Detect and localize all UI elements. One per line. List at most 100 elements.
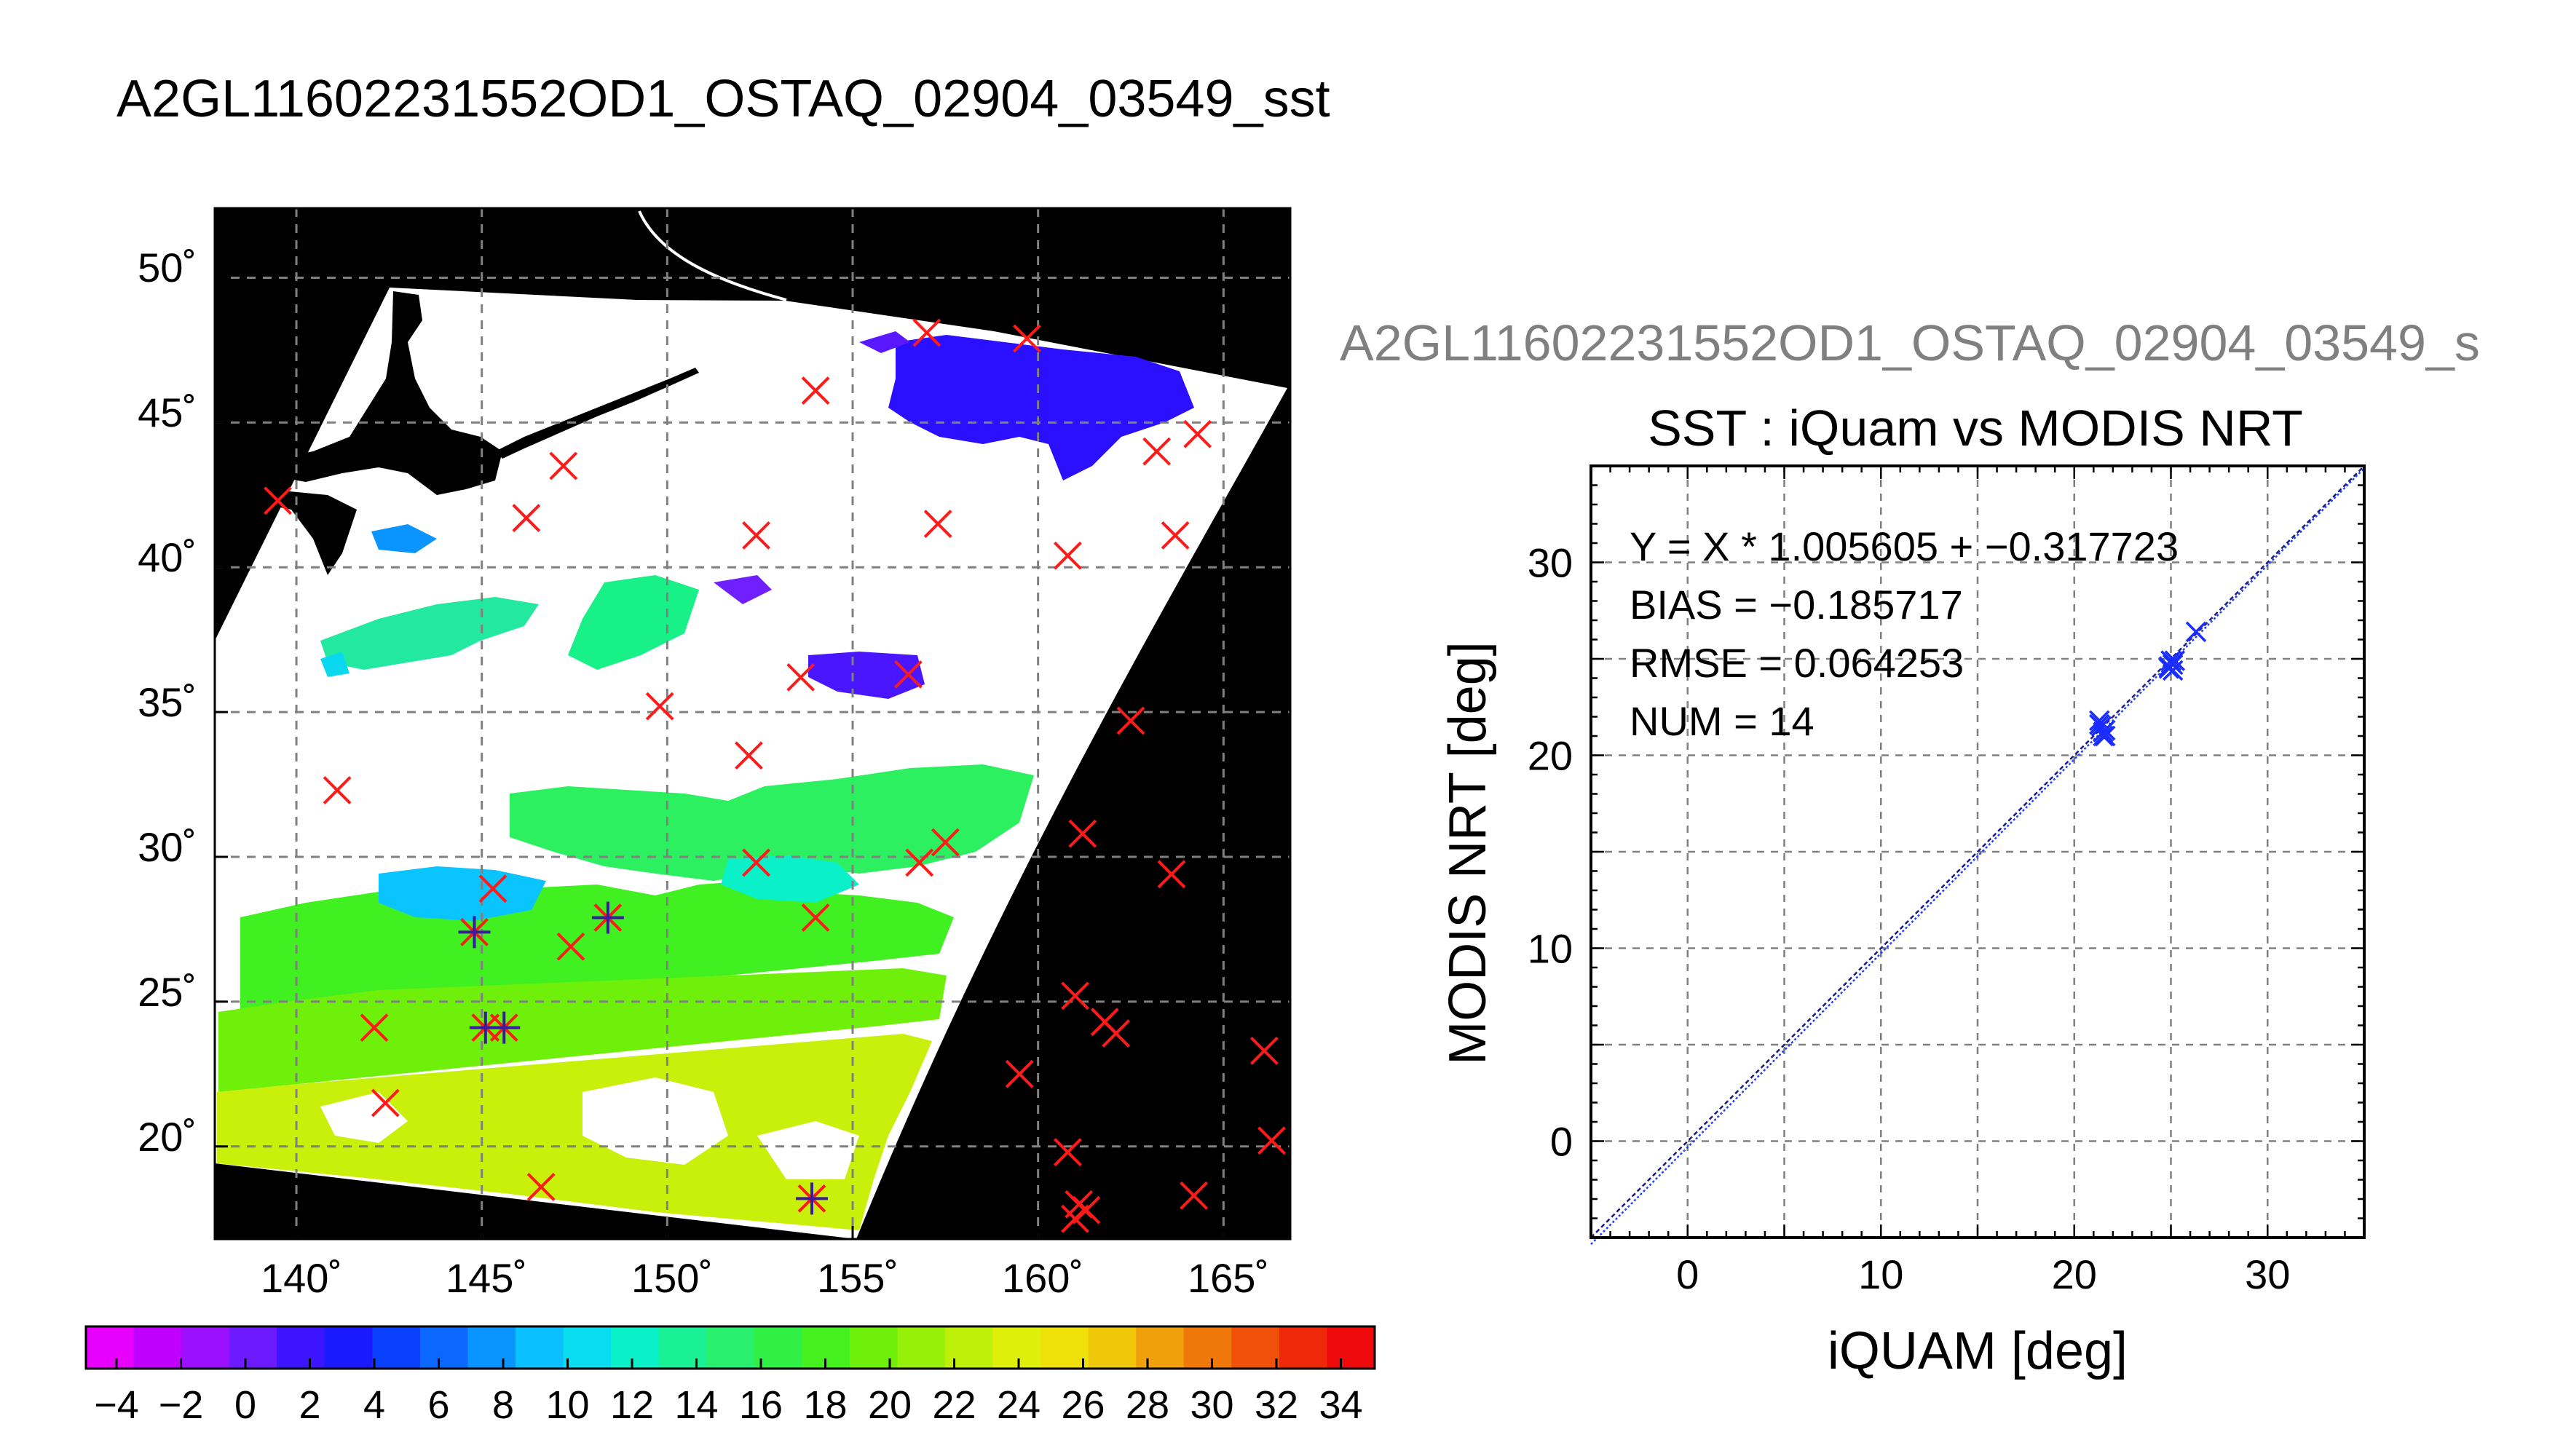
buoy-marker	[360, 1013, 389, 1042]
matchup-marker	[458, 916, 491, 949]
buoy-marker	[1102, 1019, 1131, 1048]
colorbar-label: 34	[1319, 1383, 1362, 1427]
y-tick-label: 20	[1528, 733, 1573, 779]
sst-patch	[371, 524, 437, 553]
sst-patch	[888, 335, 1194, 480]
colorbar-label: 0	[234, 1383, 256, 1427]
buoy-marker	[1249, 1037, 1279, 1065]
map-markers	[264, 318, 1286, 1233]
lon-label: 160˚	[1002, 1255, 1083, 1301]
buoy-marker	[801, 376, 830, 405]
scatter-x-tick-labels: 0 10 20 30	[1676, 1251, 2290, 1297]
map-frame	[213, 207, 1292, 1241]
buoy-marker	[556, 932, 585, 961]
stats-regression: Y = X * 1.005605 + −0.317723	[1630, 523, 2179, 569]
scatter-title: SST : iQuam vs MODIS NRT	[1648, 400, 2303, 456]
matchup-marker	[795, 1182, 828, 1215]
lon-label: 165˚	[1188, 1255, 1269, 1301]
lon-label: 155˚	[817, 1255, 899, 1301]
colorbar-label: −4	[94, 1383, 139, 1427]
buoy-marker	[1157, 860, 1186, 889]
buoy-marker	[1116, 706, 1145, 735]
colorbar-cell	[992, 1326, 1041, 1369]
colorbar-cell	[1183, 1326, 1232, 1369]
colorbar-cell	[229, 1326, 277, 1369]
buoy-marker	[905, 848, 934, 877]
scatter-point	[2093, 725, 2114, 747]
colorbar-cell	[945, 1326, 994, 1369]
sst-patch	[217, 1034, 932, 1230]
colorbar-cell	[1136, 1326, 1185, 1369]
buoy-marker	[742, 521, 771, 550]
buoy-marker	[1061, 981, 1090, 1010]
sst-patch	[510, 764, 1034, 881]
colorbar-label: 22	[932, 1383, 976, 1427]
scatter-point	[2094, 725, 2116, 747]
colorbar-cell	[372, 1326, 421, 1369]
y-tick-label: 10	[1528, 926, 1573, 972]
colorbar-label: 26	[1061, 1383, 1105, 1427]
buoy-marker	[512, 504, 541, 533]
buoy-marker	[912, 318, 941, 347]
colorbar-cell	[1088, 1326, 1137, 1369]
sst-patch	[859, 331, 910, 353]
colorbar-labels: −4 −2 0 2 4 6 8 10 12 14 16 18 20 22 24 26 28 30 32 34	[94, 1358, 1363, 1427]
buoy-marker	[1180, 1181, 1208, 1210]
scatter-stats: Y = X * 1.005605 + −0.317723 BIAS = −0.1…	[1630, 523, 2179, 744]
y-tick-label: 30	[1528, 540, 1573, 586]
colorbar-cell	[658, 1326, 707, 1369]
colorbar-cell	[516, 1326, 564, 1369]
sst-patch	[218, 968, 947, 1092]
lon-label: 150˚	[631, 1255, 713, 1301]
buoy-marker	[1053, 1138, 1082, 1167]
sst-patch	[714, 575, 772, 604]
colorbar-label: 28	[1126, 1383, 1169, 1427]
stats-rmse: RMSE = 0.064253	[1630, 640, 1964, 686]
buoy-marker	[1161, 521, 1190, 550]
sst-patch	[320, 652, 350, 677]
lat-label: 50˚	[138, 245, 197, 290]
scatter-panel: A2GL11602231552OD1_OSTAQ_02904_03549_s S…	[1340, 314, 2480, 1380]
scatter-point	[2162, 654, 2184, 676]
scatter-point	[2185, 621, 2207, 643]
lat-label: 25˚	[138, 969, 197, 1015]
colorbar-label: 6	[427, 1383, 449, 1427]
colorbar-cells	[86, 1326, 1375, 1369]
colorbar: −4 −2 0 2 4 6 8 10 12 14 16 18 20 22 24 26 28 30 32 34	[84, 1325, 1376, 1427]
buoy-marker	[931, 828, 960, 857]
colorbar-cell	[86, 1326, 135, 1369]
lat-label: 40˚	[138, 534, 197, 580]
buoy-marker	[742, 848, 771, 877]
x-axis-label: iQUAM [deg]	[1828, 1322, 2128, 1380]
matchup-marker	[488, 1011, 521, 1044]
buoy-marker	[645, 692, 674, 721]
colorbar-label: 16	[739, 1383, 783, 1427]
buoy-marker	[1012, 324, 1041, 353]
colorbar-cell	[1231, 1326, 1280, 1369]
scatter-grid	[1590, 464, 2366, 1239]
sst-patch	[721, 855, 859, 903]
land-japan-south	[215, 484, 357, 575]
colorbar-cell	[181, 1326, 230, 1369]
swath-edge-arc	[638, 210, 787, 301]
map-graticule	[215, 208, 1290, 1239]
sst-patch	[583, 1077, 728, 1165]
colorbar-cell	[419, 1326, 468, 1369]
colorbar-label: 2	[299, 1383, 320, 1427]
x-tick-label: 20	[2052, 1251, 2097, 1297]
buoy-marker	[264, 486, 292, 515]
buoy-marker	[526, 1172, 556, 1201]
x-tick-label: 10	[1858, 1251, 1903, 1297]
colorbar-label: 10	[545, 1383, 589, 1427]
colorbar-label: 20	[868, 1383, 912, 1427]
colorbar-cell	[897, 1326, 946, 1369]
scatter-point	[2089, 710, 2110, 732]
regression-line	[1590, 467, 2365, 1246]
colorbar-frame	[84, 1325, 1376, 1370]
lat-label: 20˚	[138, 1114, 197, 1160]
colorbar-cell	[1040, 1326, 1089, 1369]
colorbar-label: 4	[363, 1383, 385, 1427]
buoy-marker	[734, 741, 763, 770]
scatter-fit-lines	[1590, 465, 2365, 1246]
